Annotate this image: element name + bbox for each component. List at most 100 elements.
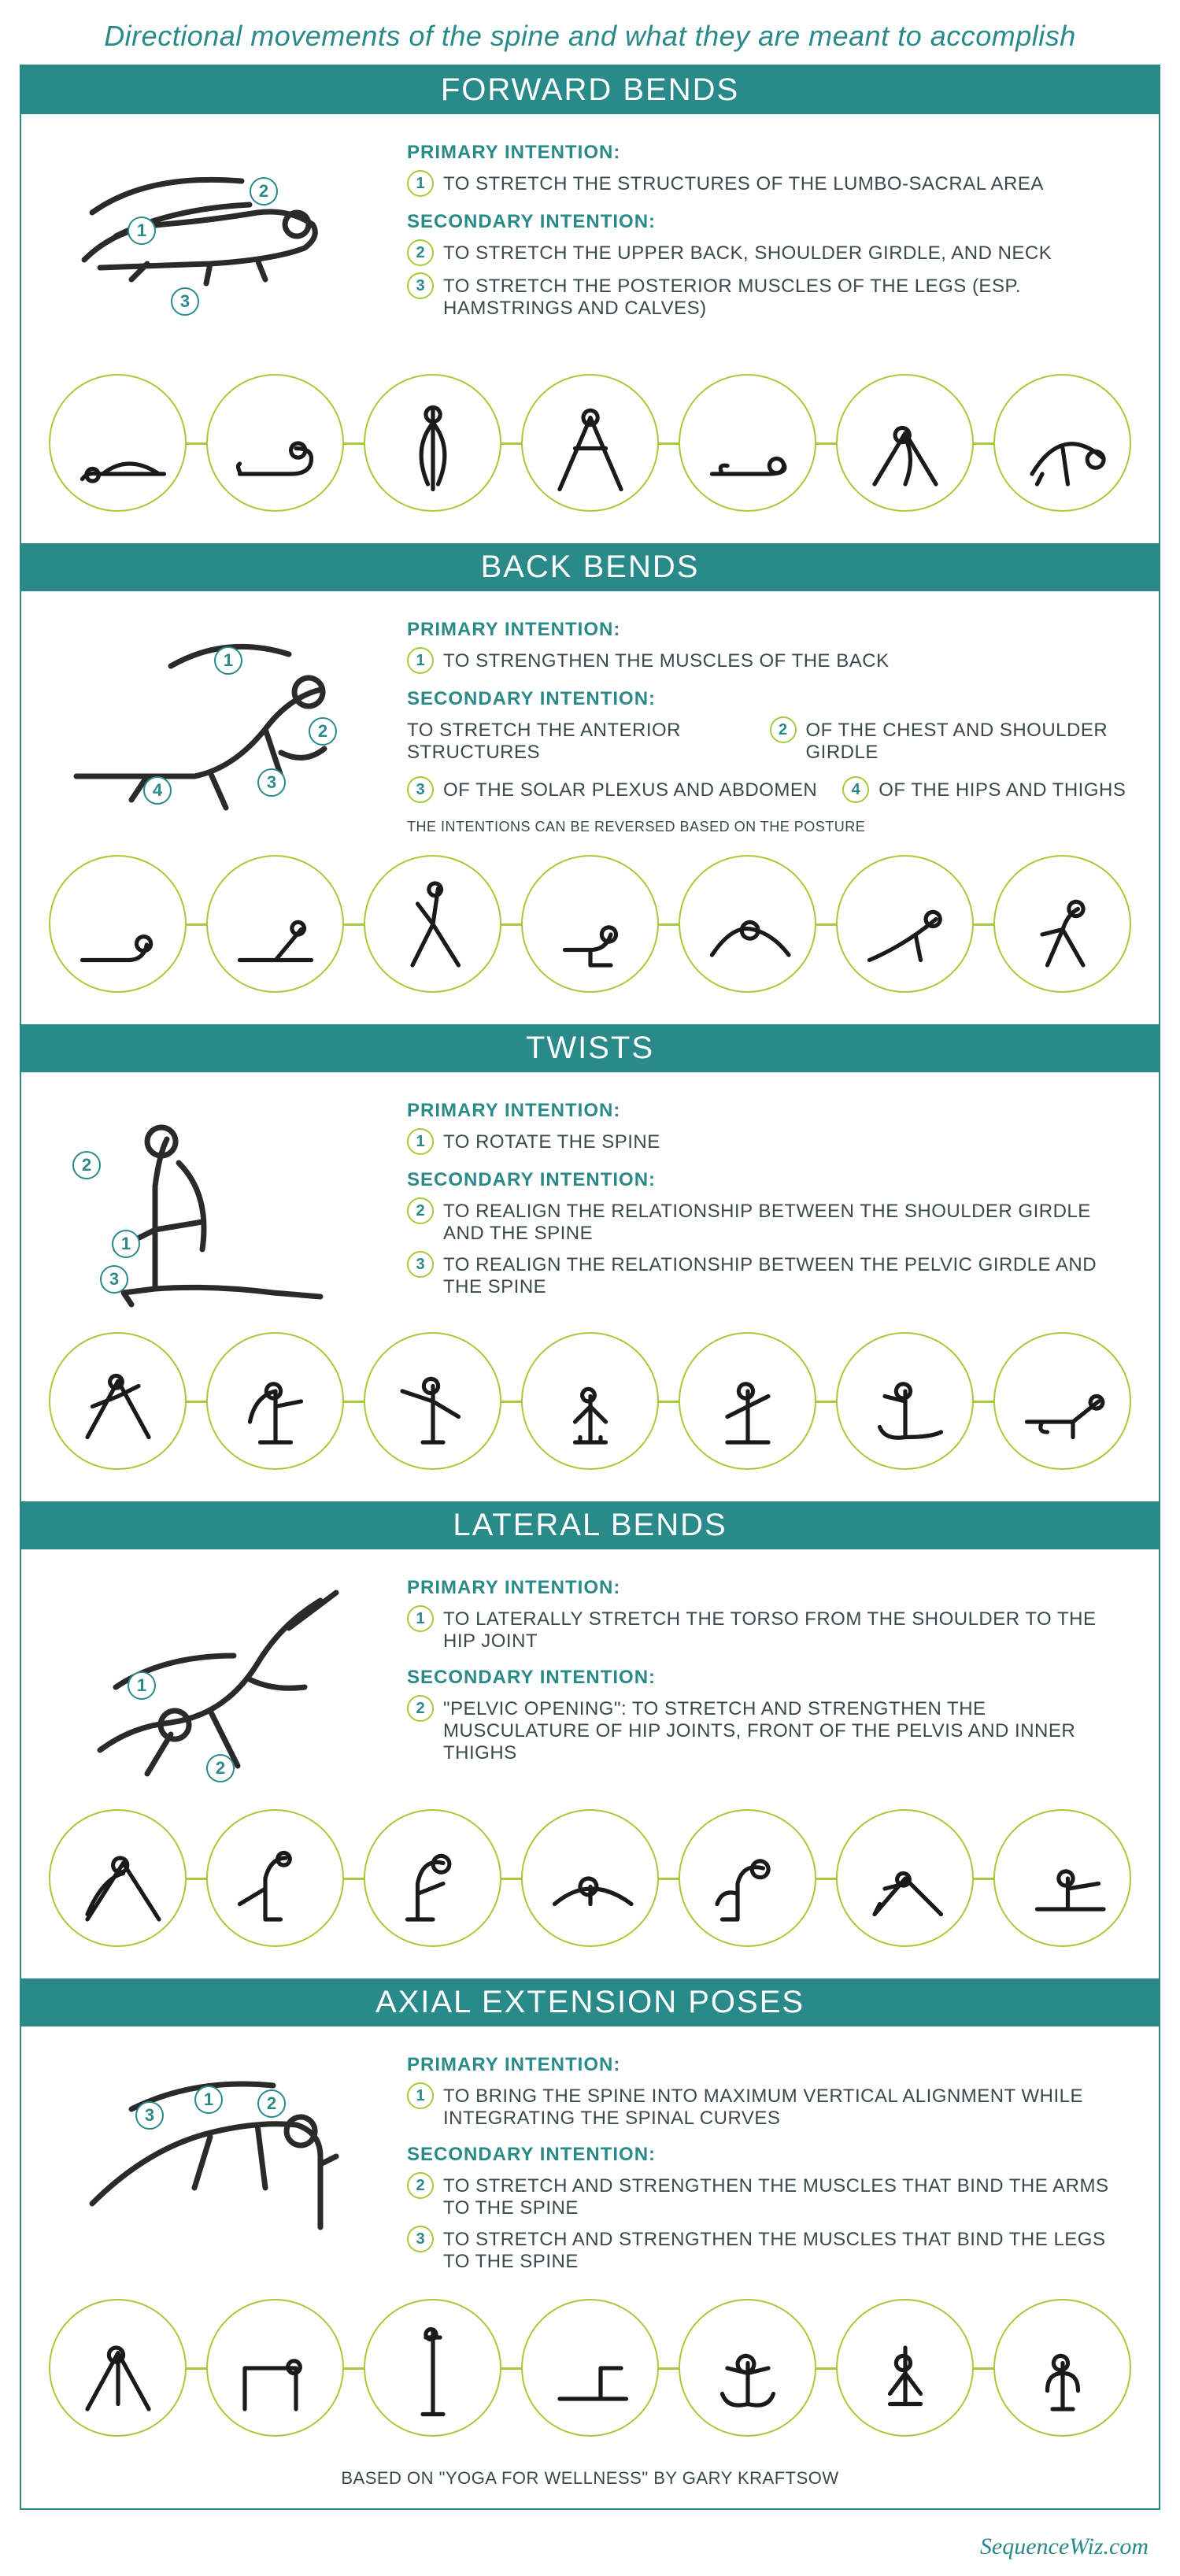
skeleton-marker-2: 2	[250, 177, 278, 205]
secondary-label: SECONDARY INTENTION:	[407, 2144, 1131, 2166]
section-twists: TWISTS 123PRIMARY INTENTION:1TO ROTATE T…	[21, 1024, 1159, 1493]
section-header: LATERAL BENDS	[21, 1501, 1159, 1549]
pose-icon	[679, 855, 816, 993]
intent-text: TO LATERALLY STRETCH THE TORSO FROM THE …	[443, 1605, 1131, 1653]
secondary-grid: TO STRETCH THE ANTERIOR STRUCTURES 2 OF TH…	[407, 716, 1131, 809]
intent-number-icon: 1	[407, 2082, 434, 2109]
section-forward_bends: FORWARD BENDS 123PRIMARY INTENTION:1TO S…	[21, 66, 1159, 535]
intent-text: OF THE HIPS AND THIGHS	[879, 776, 1126, 801]
pose-icon	[993, 1332, 1131, 1470]
pose-icon	[49, 2299, 187, 2437]
intentions: PRIMARY INTENTION:1TO ROTATE THE SPINESE…	[407, 1092, 1131, 1305]
intent-text: TO STRENGTHEN THE MUSCLES OF THE BACK	[443, 647, 890, 672]
skeleton-marker-3: 3	[171, 287, 199, 316]
skeleton-marker-1: 1	[214, 646, 242, 675]
skeleton-marker-4: 4	[143, 776, 172, 805]
skeleton-marker-2: 2	[72, 1151, 101, 1179]
pose-strip	[21, 843, 1159, 1016]
skeleton-illustration: 1 23 4	[49, 611, 387, 831]
intent-number-icon: 4	[842, 776, 869, 803]
intent-number-icon: 1	[407, 647, 434, 674]
pose-icon	[836, 1332, 974, 1470]
pose-icon	[49, 1809, 187, 1947]
pose-strip	[21, 2287, 1159, 2460]
section-header: BACK BENDS	[21, 543, 1159, 591]
pose-icon	[836, 855, 974, 993]
primary-item: 1 TO BRING THE SPINE INTO MAXIMUM VERTICA…	[407, 2082, 1131, 2130]
pose-icon	[679, 2299, 816, 2437]
primary-item: 1TO ROTATE THE SPINE	[407, 1128, 1131, 1155]
section-note: THE INTENTIONS CAN BE REVERSED BASED ON …	[407, 819, 1131, 835]
secondary-intro: TO STRETCH THE ANTERIOR STRUCTURES	[407, 716, 760, 764]
intent-number-icon: 2	[407, 1197, 434, 1224]
skeleton-marker-1: 1	[128, 1671, 156, 1700]
primary-label: PRIMARY INTENTION:	[407, 2054, 1131, 2076]
secondary-item: 2 TO REALIGN THE RELATIONSHIP BETWEEN THE…	[407, 1197, 1131, 1245]
secondary-item: 2TO STRETCH AND STRENGTHEN THE MUSCLES T…	[407, 2172, 1131, 2219]
intent-text: "PELVIC OPENING": TO STRETCH AND STRENGT…	[443, 1695, 1131, 1764]
pose-icon	[206, 1809, 344, 1947]
pose-icon	[206, 2299, 344, 2437]
skeleton-marker-1: 1	[112, 1230, 140, 1258]
intent-text: TO STRETCH THE UPPER BACK, SHOULDER GIRD…	[443, 239, 1052, 265]
skeleton-marker-2: 2	[309, 717, 337, 746]
intent-number-icon: 3	[407, 1251, 434, 1278]
skeleton-marker-2: 2	[206, 1754, 235, 1782]
pose-icon	[679, 1332, 816, 1470]
section-header: FORWARD BENDS	[21, 66, 1159, 114]
skeleton-marker-1: 1	[194, 2086, 223, 2114]
section-body: 12PRIMARY INTENTION:1TO LATERALLY STRETC…	[21, 1549, 1159, 1797]
secondary-item: 3 TO STRETCH AND STRENGTHEN THE MUSCLES T…	[407, 2226, 1131, 2273]
intent-number-icon: 2	[407, 2172, 434, 2199]
pose-icon	[364, 2299, 501, 2437]
section-axial_extension: AXIAL EXTENSION POSES 1 2 3 PRIMARY INTENTI…	[21, 1978, 1159, 2460]
pose-icon	[364, 1809, 501, 1947]
pose-icon	[993, 2299, 1131, 2437]
primary-item: 1TO STRETCH THE STRUCTURES OF THE LUMBO-…	[407, 170, 1131, 197]
section-lateral_bends: LATERAL BENDS 12PRIMARY INTENTION:1TO LA…	[21, 1501, 1159, 1971]
pose-icon	[521, 374, 659, 512]
pose-icon	[206, 855, 344, 993]
site-credit: SequenceWiz.com	[0, 2533, 1180, 2576]
skeleton-illustration: 1 2 3	[49, 134, 387, 354]
intent-text: TO BRING THE SPINE INTO MAXIMUM VERTICAL…	[443, 2082, 1131, 2130]
section-header: AXIAL EXTENSION POSES	[21, 1978, 1159, 2026]
secondary-label: SECONDARY INTENTION:	[407, 1169, 1131, 1191]
section-body: 123PRIMARY INTENTION:1TO STRETCH THE STR…	[21, 114, 1159, 362]
section-header: TWISTS	[21, 1024, 1159, 1072]
intent-number-icon: 1	[407, 1605, 434, 1632]
primary-label: PRIMARY INTENTION:	[407, 1577, 1131, 1599]
skeleton-marker-2: 2	[257, 2089, 286, 2118]
skeleton-marker-3: 3	[100, 1265, 128, 1294]
intent-number-icon: 2	[407, 239, 434, 266]
primary-item: 1 TO STRENGTHEN THE MUSCLES OF THE BACK	[407, 647, 1131, 674]
secondary-label: SECONDARY INTENTION:	[407, 211, 1131, 233]
intent-number-icon: 3	[407, 272, 434, 299]
skeleton-illustration: 12	[49, 1569, 387, 1790]
pose-icon	[679, 1809, 816, 1947]
pose-icon	[836, 2299, 974, 2437]
pose-icon	[993, 1809, 1131, 1947]
content-frame: FORWARD BENDS 123PRIMARY INTENTION:1TO S…	[20, 65, 1160, 2510]
intent-text: TO STRETCH THE POSTERIOR MUSCLES OF THE …	[443, 272, 1131, 320]
skeleton-marker-3: 3	[257, 768, 286, 797]
pose-strip	[21, 1797, 1159, 1971]
pose-strip	[21, 362, 1159, 535]
pose-icon	[521, 855, 659, 993]
intent-number-icon: 1	[407, 170, 434, 197]
intent-text: TO STRETCH AND STRENGTHEN THE MUSCLES TH…	[443, 2226, 1131, 2273]
intent-number-icon: 2	[770, 716, 797, 743]
pose-icon	[364, 1332, 501, 1470]
page-title: Directional movements of the spine and w…	[0, 0, 1180, 65]
intentions: PRIMARY INTENTION: 1 TO LATERALLY STRETCH …	[407, 1569, 1131, 1771]
skeleton-illustration: 1 2 3	[49, 2046, 387, 2267]
skeleton-marker-1: 1	[128, 217, 156, 245]
pose-icon	[993, 374, 1131, 512]
footer-credit: BASED ON "YOGA FOR WELLNESS" BY GARY KRA…	[21, 2468, 1159, 2489]
section-body: 1 2 3 PRIMARY INTENTION: 1 TO BRING THE SPINE…	[21, 2026, 1159, 2287]
intent-text: TO REALIGN THE RELATIONSHIP BETWEEN THE …	[443, 1197, 1131, 1245]
pose-strip	[21, 1320, 1159, 1493]
intent-number-icon: 3	[407, 2226, 434, 2252]
pose-icon	[206, 1332, 344, 1470]
skeleton-marker-3: 3	[135, 2101, 164, 2130]
